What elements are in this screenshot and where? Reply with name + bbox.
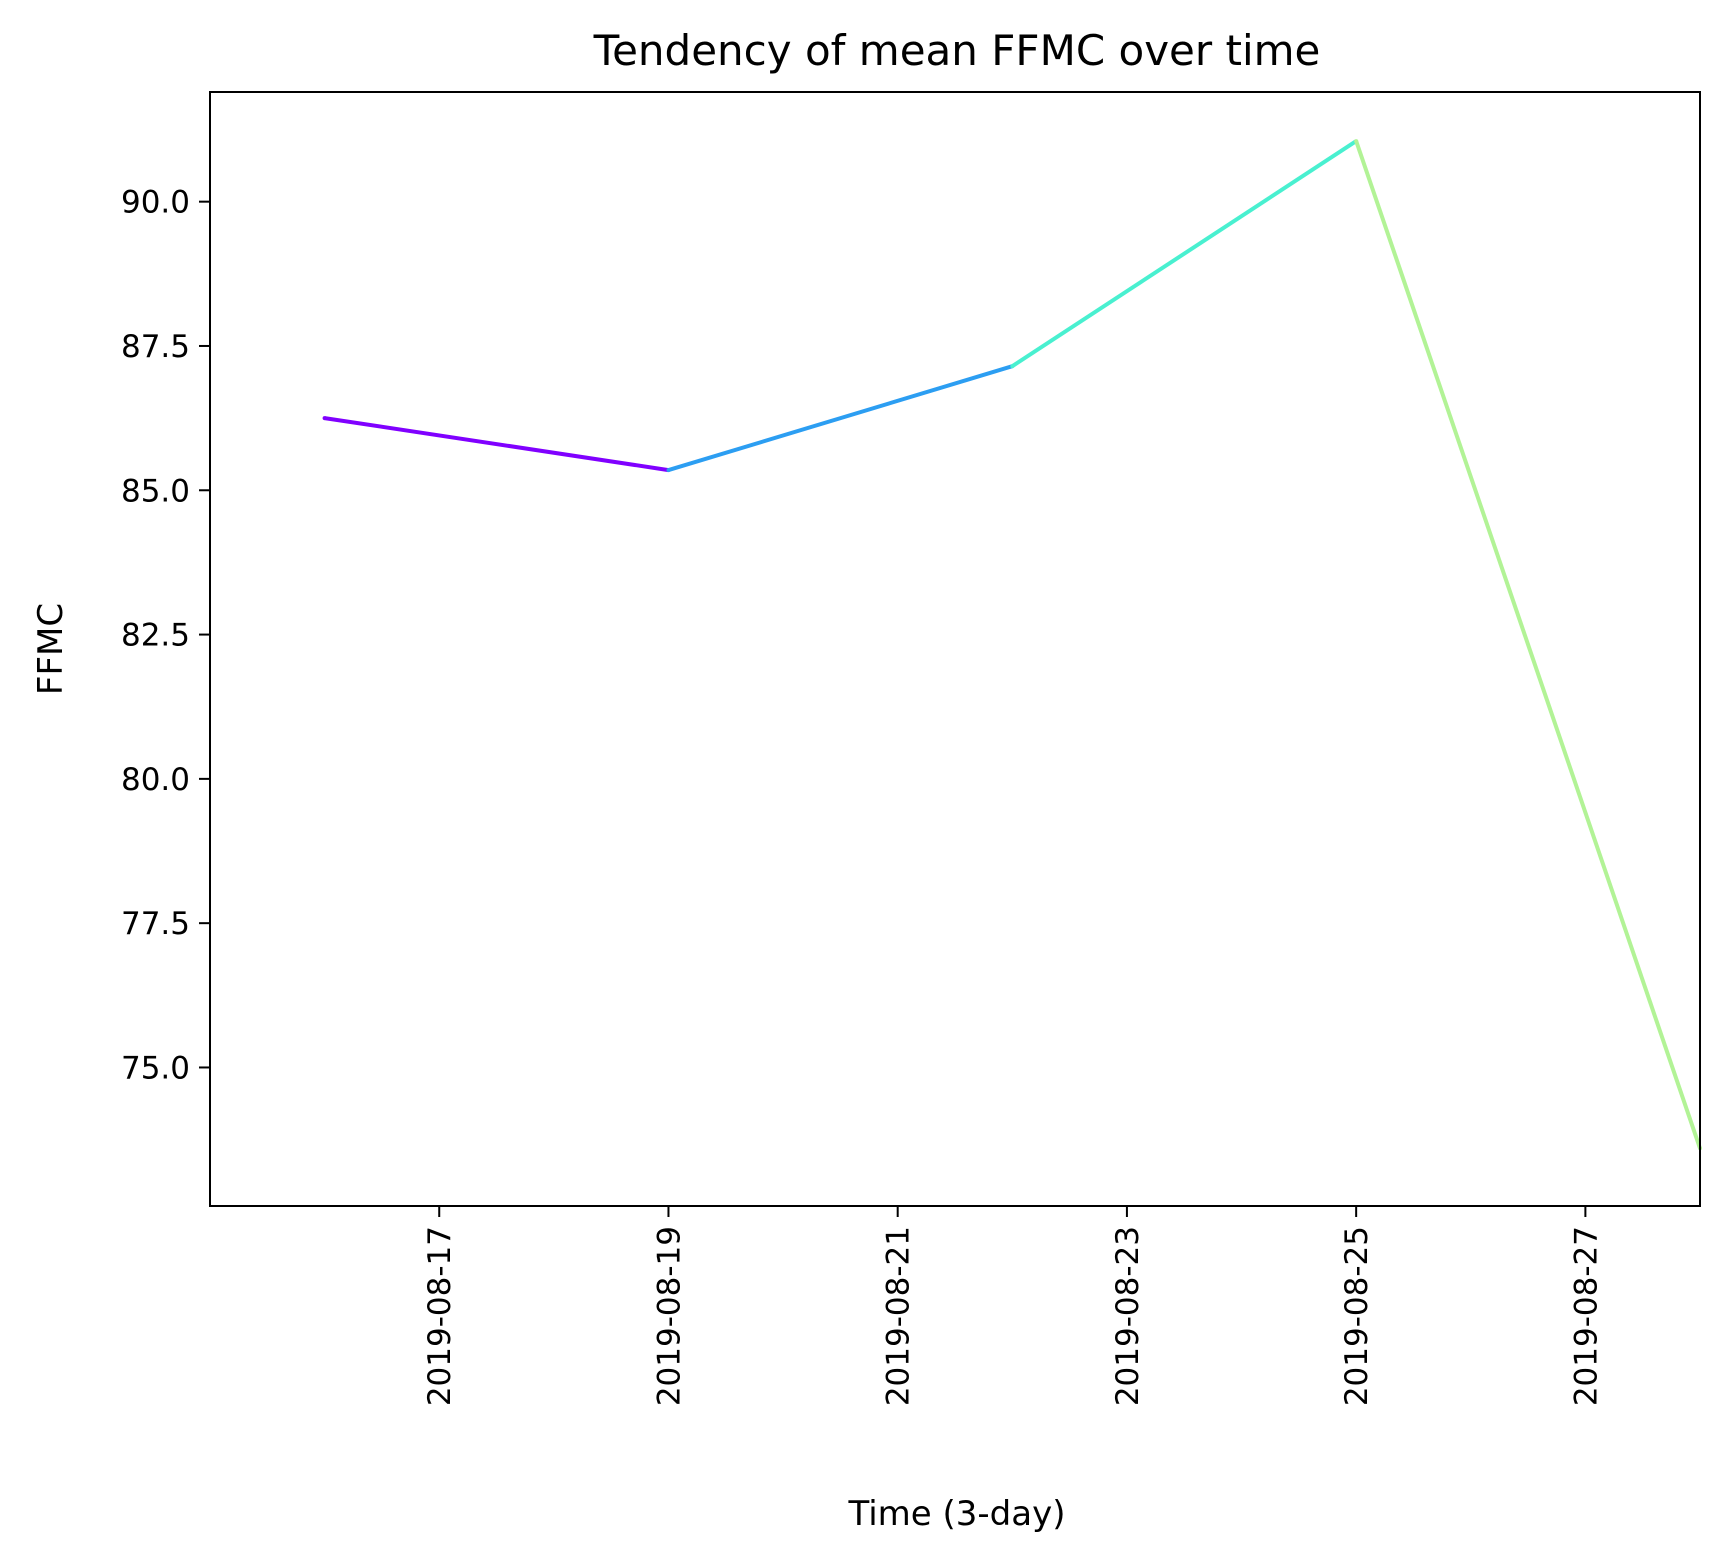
series-segment-2 [667, 364, 1013, 473]
data-point-4 [1354, 139, 1359, 144]
series-segment-4 [1354, 140, 1702, 1149]
plot-frame [209, 91, 1701, 1207]
data-point-1 [322, 416, 327, 421]
x-tick-label-3: 2019-08-23 [1110, 1226, 1146, 1406]
y-tick-label-3: 82.5 [121, 618, 190, 654]
y-tick-label-5: 87.5 [121, 329, 190, 365]
series-layer [322, 139, 1702, 1151]
x-axis-label: Time (3-day) [848, 1494, 1066, 1534]
y-tick-label-1: 77.5 [121, 906, 190, 942]
y-axis-label: FFMC [31, 603, 71, 695]
x-tick-label-5: 2019-08-27 [1568, 1226, 1604, 1406]
y-tick-label-4: 85.0 [121, 473, 190, 509]
series-segment-3 [1011, 139, 1358, 368]
y-tick-label-2: 80.0 [121, 762, 190, 798]
data-point-3 [1010, 364, 1015, 369]
x-tick-label-4: 2019-08-25 [1339, 1226, 1375, 1406]
y-tick-label-0: 75.0 [121, 1050, 190, 1086]
x-tick-label-0: 2019-08-17 [422, 1226, 458, 1406]
x-tick-label-1: 2019-08-19 [652, 1226, 688, 1406]
chart-title: Tendency of mean FFMC over time [593, 26, 1321, 75]
y-tick-label-6: 90.0 [121, 185, 190, 221]
data-point-2 [666, 468, 671, 473]
x-tick-label-2: 2019-08-21 [881, 1226, 917, 1406]
y-axis: 75.0 77.5 80.0 82.5 85.0 87.5 90.0 [121, 185, 210, 1086]
series-segment-1 [324, 416, 669, 473]
x-axis: 2019-08-17 2019-08-19 2019-08-21 2019-08-23… [422, 1206, 1604, 1406]
